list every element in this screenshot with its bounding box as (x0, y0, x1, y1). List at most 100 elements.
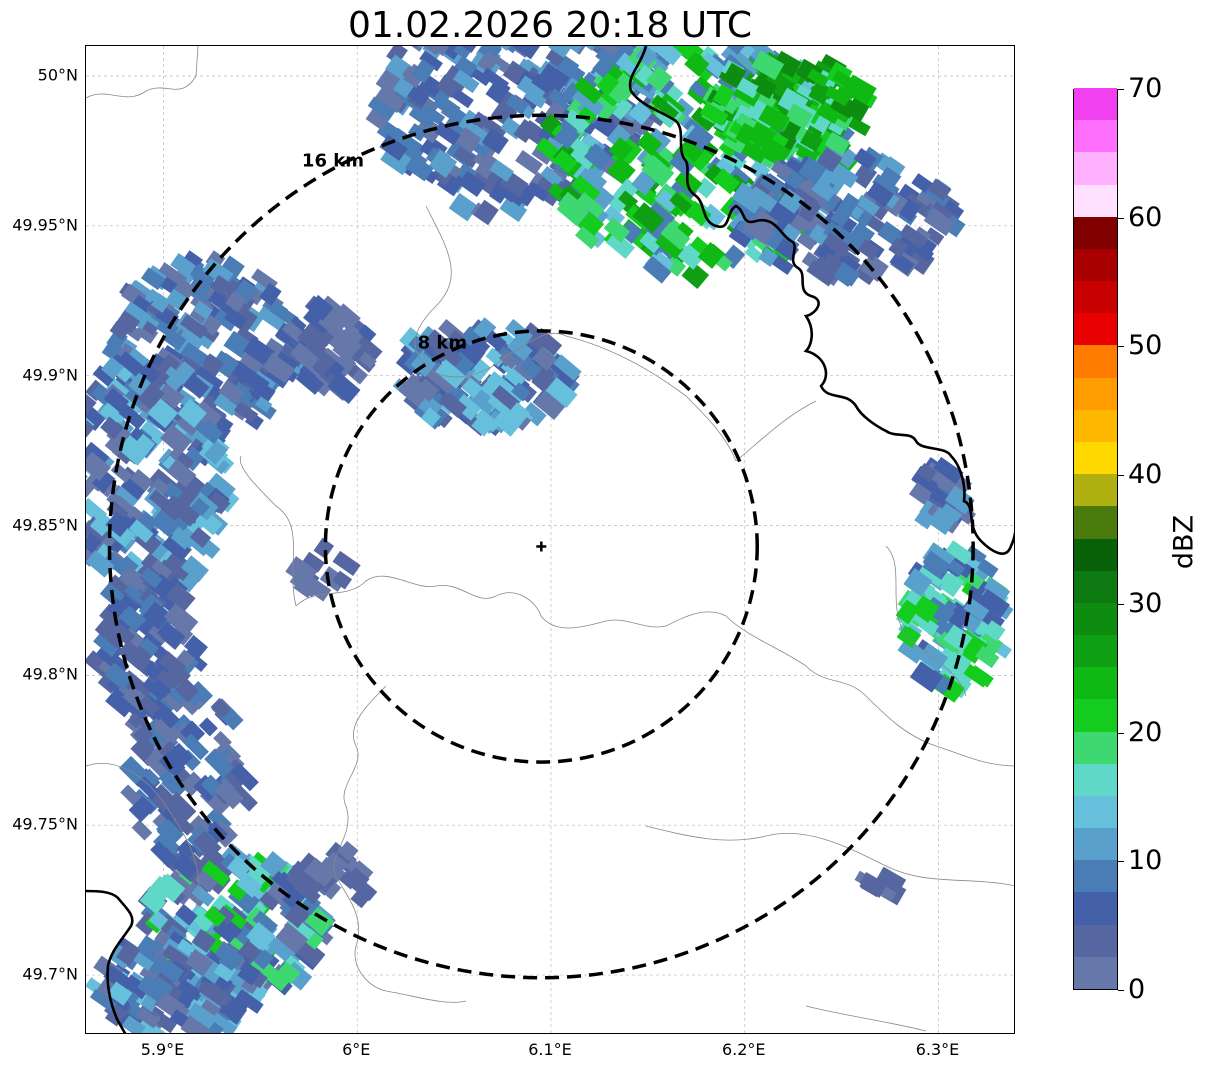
echo-cell (961, 662, 990, 688)
radar-map[interactable]: 8 km 16 km (85, 45, 1015, 1034)
echo-cell (259, 891, 280, 911)
echo-cell (189, 526, 212, 548)
echo-cell (190, 263, 217, 289)
echo-cell (466, 336, 491, 361)
echo-cell (712, 168, 741, 195)
echo-cell (506, 402, 531, 427)
echo-cell (553, 149, 578, 174)
echo-cell (218, 379, 245, 405)
echo-cell (411, 58, 436, 84)
colorbar-tick-mark (1118, 861, 1124, 863)
echo-cell (201, 860, 231, 887)
echo-cell (875, 866, 907, 894)
echo-cell (686, 123, 714, 152)
echo-cell (137, 511, 159, 532)
echo-cell (778, 188, 805, 214)
colorbar-tick-mark (1118, 475, 1124, 477)
echo-cell (284, 902, 310, 929)
echo-cell (104, 662, 134, 691)
echo-cell (832, 69, 853, 88)
echo-cell (210, 274, 232, 296)
echo-cell (681, 261, 710, 289)
echo-cell (499, 196, 528, 223)
colorbar-segment (1074, 280, 1117, 314)
echo-cell (150, 293, 171, 313)
echo-cell (807, 68, 830, 88)
echo-cell (379, 134, 408, 161)
echo-cell (481, 128, 509, 155)
lon-tick-label: 6.1°E (528, 1040, 572, 1059)
echo-cell (350, 889, 370, 909)
echo-cell (237, 961, 262, 986)
colorbar-tick-label: 50 (1128, 330, 1163, 362)
echo-cell (180, 720, 206, 746)
colorbar-segment (1074, 763, 1117, 796)
echo-cell (595, 46, 623, 71)
echo-cell (155, 873, 186, 903)
echo-cell (697, 242, 725, 269)
range-ring-label: 16 km (302, 150, 364, 171)
echo-cell (219, 255, 245, 280)
echo-cell (165, 582, 196, 613)
reflectivity-echoes (86, 46, 1014, 1033)
echo-cell (180, 771, 205, 797)
echo-cell (830, 204, 853, 228)
colorbar-tick-mark (1118, 603, 1124, 605)
echo-cell (689, 80, 708, 99)
echo-cell (547, 87, 571, 109)
echo-cell (899, 224, 928, 249)
echo-cell (855, 194, 880, 217)
echo-cell (337, 840, 359, 862)
echo-cell (138, 694, 161, 717)
echo-cell (105, 511, 132, 538)
colorbar-tick-mark (1118, 89, 1124, 90)
echo-cell (164, 603, 188, 628)
echo-cell (660, 221, 691, 251)
echo-cell (496, 46, 520, 54)
echo-cell (811, 178, 837, 202)
echo-cell (822, 232, 852, 258)
echo-cell (796, 231, 817, 251)
echo-cell (532, 346, 557, 371)
echo-cell (256, 300, 290, 331)
radar-map-canvas: 8 km 16 km (86, 46, 1014, 1033)
echo-cell (272, 350, 299, 373)
echo-cell (148, 559, 173, 583)
echo-cell (139, 637, 159, 657)
echo-cell (185, 1002, 218, 1031)
echo-cell (147, 397, 179, 429)
echo-cell (605, 231, 636, 259)
echo-cell (175, 649, 196, 669)
echo-cell (173, 254, 197, 275)
echo-cell (397, 380, 426, 407)
echo-cell (136, 1007, 161, 1029)
echo-cell (431, 340, 463, 370)
echo-cell (806, 260, 837, 287)
echo-cell (647, 201, 676, 228)
echo-cell (374, 85, 406, 113)
echo-cell (225, 290, 247, 313)
echo-cell (327, 372, 361, 405)
echo-cell (86, 474, 95, 498)
echo-cell (128, 795, 156, 823)
echo-cell (596, 72, 620, 96)
echo-cell (879, 166, 902, 188)
echo-cell (632, 202, 665, 234)
echo-cell (86, 549, 115, 578)
admin-borders (86, 46, 1014, 1032)
echo-cell (161, 944, 190, 969)
echo-cell (358, 351, 377, 369)
echo-cell (485, 347, 506, 367)
lat-tick-label: 49.7°N (22, 964, 78, 984)
echo-cell (154, 703, 180, 729)
echo-cell (722, 62, 747, 88)
echo-cell (563, 109, 590, 134)
border-line (295, 575, 727, 629)
colorbar-segment (1074, 956, 1117, 989)
colorbar-tick-label: 0 (1128, 974, 1146, 1005)
echo-cell (92, 469, 116, 493)
echo-cell (545, 47, 566, 67)
echo-cell (246, 921, 276, 951)
colorbar-tick-label: 20 (1128, 716, 1163, 748)
echo-cell (216, 905, 236, 925)
